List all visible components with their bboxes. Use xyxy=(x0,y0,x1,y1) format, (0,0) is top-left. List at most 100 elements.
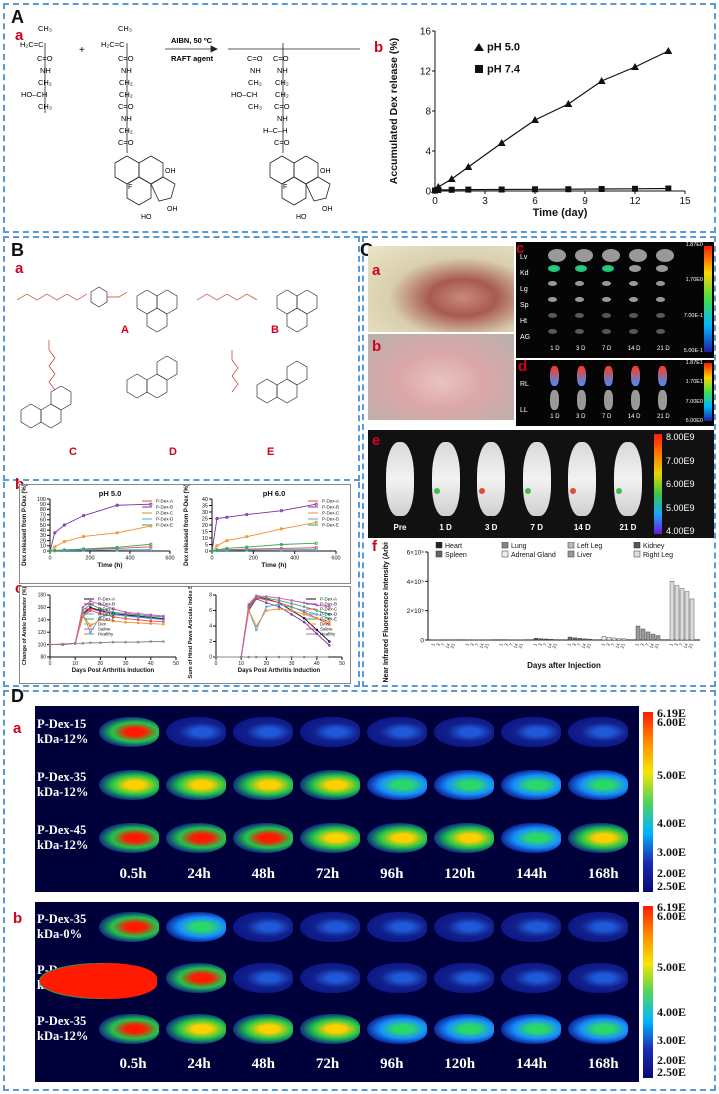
x-tick-label: 200 xyxy=(249,556,258,562)
organ-thumb xyxy=(656,313,665,318)
row-label: P-Dex-15 kDa-12% xyxy=(37,716,89,746)
mouse-image: Pre xyxy=(380,438,420,534)
y-tick-label: 5 xyxy=(205,542,208,548)
data-point xyxy=(162,622,165,626)
legend-swatch xyxy=(435,550,443,558)
scale-label: 3.00E xyxy=(657,844,687,859)
data-point xyxy=(328,623,331,626)
svg-text:OH: OH xyxy=(165,168,176,175)
data-point xyxy=(315,603,319,607)
data-point xyxy=(115,531,119,535)
data-point xyxy=(265,655,268,659)
x-axis-label: Days after Injection xyxy=(527,661,601,670)
y-tick-label: 35 xyxy=(202,503,208,509)
data-point xyxy=(99,615,102,619)
svg-text:CH₂: CH₂ xyxy=(275,78,289,87)
color-scale-2 xyxy=(704,363,712,421)
y-tick-label: 100 xyxy=(37,497,46,503)
timepoint-label: 1 D xyxy=(439,523,452,532)
svg-text:OH: OH xyxy=(320,168,331,175)
chart-a-b: 0 3 6 9 12 15 0 4 8 12 16 Time (day) Accumulated Dex… xyxy=(388,26,691,219)
y-tick-label: 6×10⁵ xyxy=(407,550,425,557)
organ-thumb xyxy=(629,265,641,272)
y-tick-label: 70 xyxy=(40,512,46,518)
data-point xyxy=(111,613,115,617)
x-tick-label: 600 xyxy=(165,556,174,562)
x-tick-label: 10 xyxy=(72,661,78,667)
data-point xyxy=(89,624,92,628)
scale-label: 4.00E xyxy=(657,816,687,831)
timepoint-label: 14 D xyxy=(573,523,591,532)
y-tick-label: 15 xyxy=(202,529,208,535)
data-point xyxy=(664,47,673,54)
svg-text:F: F xyxy=(128,184,132,191)
x-tick-label: 400 xyxy=(290,556,299,562)
panel-b-label: B xyxy=(11,240,24,260)
scale-label: 6.00E xyxy=(657,714,687,729)
panel-c-sub-d: d xyxy=(518,358,528,375)
mouse-heatmap xyxy=(300,962,360,993)
bar xyxy=(572,637,578,641)
mouse-heatmap xyxy=(501,769,561,800)
timepoint-label: Pre xyxy=(393,523,407,532)
mouse-image: 1 D xyxy=(426,438,466,534)
mouse-heatmap xyxy=(367,962,427,993)
data-point xyxy=(99,607,102,610)
row-label: P-Dex-35 kDa-12% xyxy=(37,1013,89,1043)
data-point xyxy=(149,640,153,643)
legend-entry: Kidney xyxy=(643,543,665,550)
x-tick-label: 30 xyxy=(289,661,295,667)
data-point xyxy=(432,187,438,194)
organ-thumb xyxy=(629,313,638,318)
svg-text:F: F xyxy=(283,184,287,191)
scale-label: 5.00E0 xyxy=(685,417,703,424)
color-scale-1 xyxy=(704,246,712,352)
y-tick-label: 60 xyxy=(40,518,46,524)
scale-label: 5.00E xyxy=(657,959,687,974)
data-point xyxy=(255,655,258,659)
structure-b-label: B xyxy=(271,324,279,336)
data-point xyxy=(81,547,86,551)
data-point xyxy=(149,502,153,506)
structure-e-label: E xyxy=(267,446,275,458)
data-point xyxy=(328,613,331,616)
series-line xyxy=(211,521,317,552)
leg-thumb xyxy=(604,390,613,410)
data-point xyxy=(99,612,102,615)
leg-label: LL xyxy=(520,407,528,414)
x-tick-label: 20 xyxy=(98,661,104,667)
legend-entry: P-Dex-A xyxy=(156,499,173,504)
leg-thumb xyxy=(577,390,586,410)
organ-thumb xyxy=(575,297,584,302)
y-tick-label: 2 xyxy=(209,639,212,645)
color-scale-d-b xyxy=(643,906,653,1078)
legend-entry: Dex xyxy=(98,622,107,627)
y-tick-label: 4 xyxy=(425,146,431,157)
fluorescence-spot xyxy=(524,488,531,494)
imaging-d-a: a P-Dex-15 kDa-12% P-Dex-35 kDa-12% P-Dex-… xyxy=(13,706,639,892)
organ-thumb xyxy=(548,297,557,302)
legend-swatch xyxy=(435,542,443,549)
series-line xyxy=(434,50,669,191)
series-line xyxy=(49,503,151,552)
timepoint-label: 96h xyxy=(380,866,404,882)
scale-label: 4.00E xyxy=(657,1005,687,1020)
series-line xyxy=(216,597,330,658)
x-tick-label: 14 xyxy=(479,642,486,649)
structures-b-a xyxy=(16,286,318,429)
data-point xyxy=(447,175,456,182)
legend-entry: Liver xyxy=(577,552,593,559)
mouse-heatmap xyxy=(434,716,494,747)
bar xyxy=(543,638,549,641)
timepoint-label: 48h xyxy=(251,866,275,882)
data-point xyxy=(302,609,306,612)
legend-entry: P-Dex-A xyxy=(320,597,337,602)
data-point xyxy=(465,186,472,193)
legend-entry: Spleen xyxy=(445,552,467,559)
y-tick-label: 8 xyxy=(425,106,431,117)
x-tick-label: 7 xyxy=(508,642,514,647)
data-point xyxy=(290,609,293,612)
data-point xyxy=(328,620,331,624)
x-tick-label: 21 xyxy=(654,642,661,649)
